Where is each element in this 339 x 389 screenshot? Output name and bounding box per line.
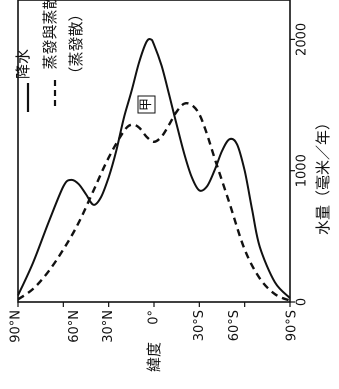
series-precipitation-line [17, 38, 291, 299]
marker-jia: 甲 [137, 95, 156, 114]
x-axis-title: 緯度 [145, 342, 163, 372]
x-tick-label: 30°N [101, 310, 116, 343]
series-evaporation-line [17, 101, 291, 302]
x-tick-label: 0° [147, 310, 162, 325]
x-tick-label: 90°S [285, 310, 300, 341]
legend-label-evaporation-2: （蒸發散） [67, 6, 85, 81]
y-tick-label: 2000 [295, 23, 310, 56]
legend-label-precipitation: 降水 [14, 49, 32, 79]
legend: 降水 蒸發與蒸散 （蒸發散） [14, 0, 85, 112]
series-layer [17, 38, 291, 302]
x-tick-label: 60°N [67, 310, 82, 343]
x-tick-label: 30°S [192, 310, 207, 341]
y-axis-title: 水量（毫米／年） [314, 115, 332, 235]
y-tick-label: 1000 [295, 154, 310, 187]
y-tick-label: 0 [295, 298, 310, 306]
x-tick-label: 60°S [227, 310, 242, 341]
x-tick-label: 90°N [9, 310, 24, 343]
legend-label-evaporation: 蒸發與蒸散 [41, 0, 59, 70]
marker-jia-label: 甲 [139, 98, 154, 111]
ticks-layer: 90°N 60°N 30°N 0° 30°S 60°S 90°S 0 1000 2000 [9, 23, 310, 343]
